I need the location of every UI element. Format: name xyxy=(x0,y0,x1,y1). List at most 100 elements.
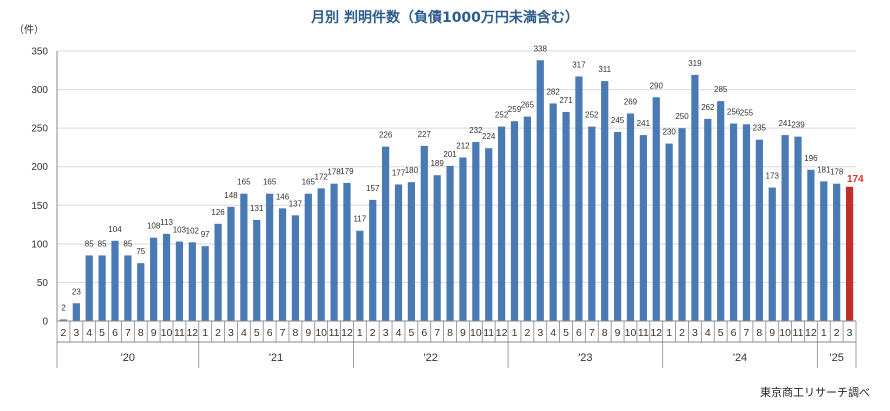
data-label: 180 xyxy=(405,166,419,175)
bar xyxy=(162,233,171,321)
bar xyxy=(704,118,712,321)
x-tick-label: 4 xyxy=(550,327,556,339)
bar xyxy=(111,240,119,321)
bar xyxy=(278,208,287,321)
data-label: 85 xyxy=(123,239,132,248)
x-tick-label: 10 xyxy=(315,327,327,339)
y-tick-label: 100 xyxy=(31,239,48,250)
data-label: 137 xyxy=(289,199,303,208)
bar xyxy=(85,255,93,321)
x-tick-label: 2 xyxy=(215,327,221,339)
bar xyxy=(742,124,751,322)
data-label: 201 xyxy=(443,150,457,159)
data-label: 285 xyxy=(714,85,728,94)
data-label: 256 xyxy=(727,108,741,117)
bar xyxy=(497,126,506,321)
bar xyxy=(626,113,635,321)
x-tick-label: 8 xyxy=(292,327,298,339)
x-tick-label: 5 xyxy=(563,327,569,339)
x-tick-label: 4 xyxy=(241,327,247,339)
x-tick-label: 5 xyxy=(718,327,724,339)
x-tick-label: 10 xyxy=(625,327,637,339)
bar xyxy=(227,206,235,321)
x-tick-label: 11 xyxy=(638,327,649,339)
data-label: 178 xyxy=(830,168,844,177)
data-label: 262 xyxy=(701,103,715,112)
x-tick-label: 5 xyxy=(99,327,105,339)
year-label: '24 xyxy=(733,352,747,364)
x-tick-label: 1 xyxy=(512,327,518,339)
data-label: 131 xyxy=(250,204,264,213)
data-label: 85 xyxy=(85,239,94,248)
x-tick-label: 1 xyxy=(666,327,672,339)
bar xyxy=(510,121,519,321)
x-tick-label: 12 xyxy=(650,327,662,339)
data-label: 177 xyxy=(392,168,406,177)
bar xyxy=(794,136,802,321)
y-tick-label: 300 xyxy=(31,85,48,96)
x-tick-label: 11 xyxy=(793,327,804,339)
bar xyxy=(536,60,544,321)
x-tick-label: 7 xyxy=(280,327,286,339)
data-label: 290 xyxy=(650,81,664,90)
x-tick-label: 11 xyxy=(483,327,494,339)
x-tick-label: 9 xyxy=(305,327,311,339)
data-label: 113 xyxy=(160,218,173,227)
x-tick-label: 2 xyxy=(524,327,530,339)
data-label: 75 xyxy=(136,247,145,256)
data-label: 227 xyxy=(418,130,432,139)
x-tick-label: 4 xyxy=(396,327,402,339)
data-label: 2 xyxy=(61,303,66,312)
x-axis-layer: 2 3 4 5 6 7 8 9 10 11 12 1 2 3 4 5 6 7 8 9 10 11 12 1 2 3 4 5 6 7 8 9 10… xyxy=(56,320,857,368)
data-label: 117 xyxy=(353,215,366,224)
bar xyxy=(446,165,454,321)
bar xyxy=(781,135,789,321)
data-label: 165 xyxy=(302,178,316,187)
data-label: 252 xyxy=(585,111,599,120)
data-label: 126 xyxy=(211,208,225,217)
x-tick-label: 10 xyxy=(161,327,173,339)
bar xyxy=(356,230,364,321)
x-tick-label: 3 xyxy=(537,327,543,339)
y-tick-label: 350 xyxy=(31,47,48,58)
bar xyxy=(266,193,274,321)
year-label: '20 xyxy=(121,352,135,364)
data-label: 241 xyxy=(637,119,651,128)
data-label: 265 xyxy=(521,101,535,110)
y-axis-label: （件） xyxy=(14,24,44,36)
data-label: 97 xyxy=(201,230,210,239)
year-label: '22 xyxy=(424,352,438,364)
year-label: '21 xyxy=(269,352,283,364)
bar xyxy=(575,76,583,321)
bar xyxy=(717,101,725,322)
year-label: '25 xyxy=(829,352,843,364)
bar xyxy=(72,303,80,321)
x-tick-label: 7 xyxy=(125,327,131,339)
bar xyxy=(98,255,106,321)
x-tick-label: 5 xyxy=(408,327,414,339)
bar xyxy=(678,128,686,321)
x-tick-label: 8 xyxy=(756,327,762,339)
x-tick-label: 7 xyxy=(434,327,440,339)
bar xyxy=(317,188,325,321)
x-tick-label: 1 xyxy=(821,327,827,339)
x-tick-label: 11 xyxy=(174,327,185,339)
year-label: '23 xyxy=(578,352,592,364)
data-label: 338 xyxy=(534,44,548,53)
bar xyxy=(639,135,647,321)
y-tick-label: 200 xyxy=(31,162,48,173)
data-label: 235 xyxy=(753,124,767,133)
x-tick-label: 11 xyxy=(329,327,340,339)
bar xyxy=(253,219,261,321)
x-tick-label: 12 xyxy=(341,327,353,339)
bar xyxy=(485,148,493,321)
data-label: 230 xyxy=(662,128,676,137)
data-label: 196 xyxy=(804,154,818,163)
bar xyxy=(807,169,815,321)
bar xyxy=(369,199,377,321)
data-label: 173 xyxy=(766,172,780,181)
x-tick-label: 2 xyxy=(61,327,67,339)
bar xyxy=(588,126,596,321)
x-tick-label: 6 xyxy=(112,327,118,339)
